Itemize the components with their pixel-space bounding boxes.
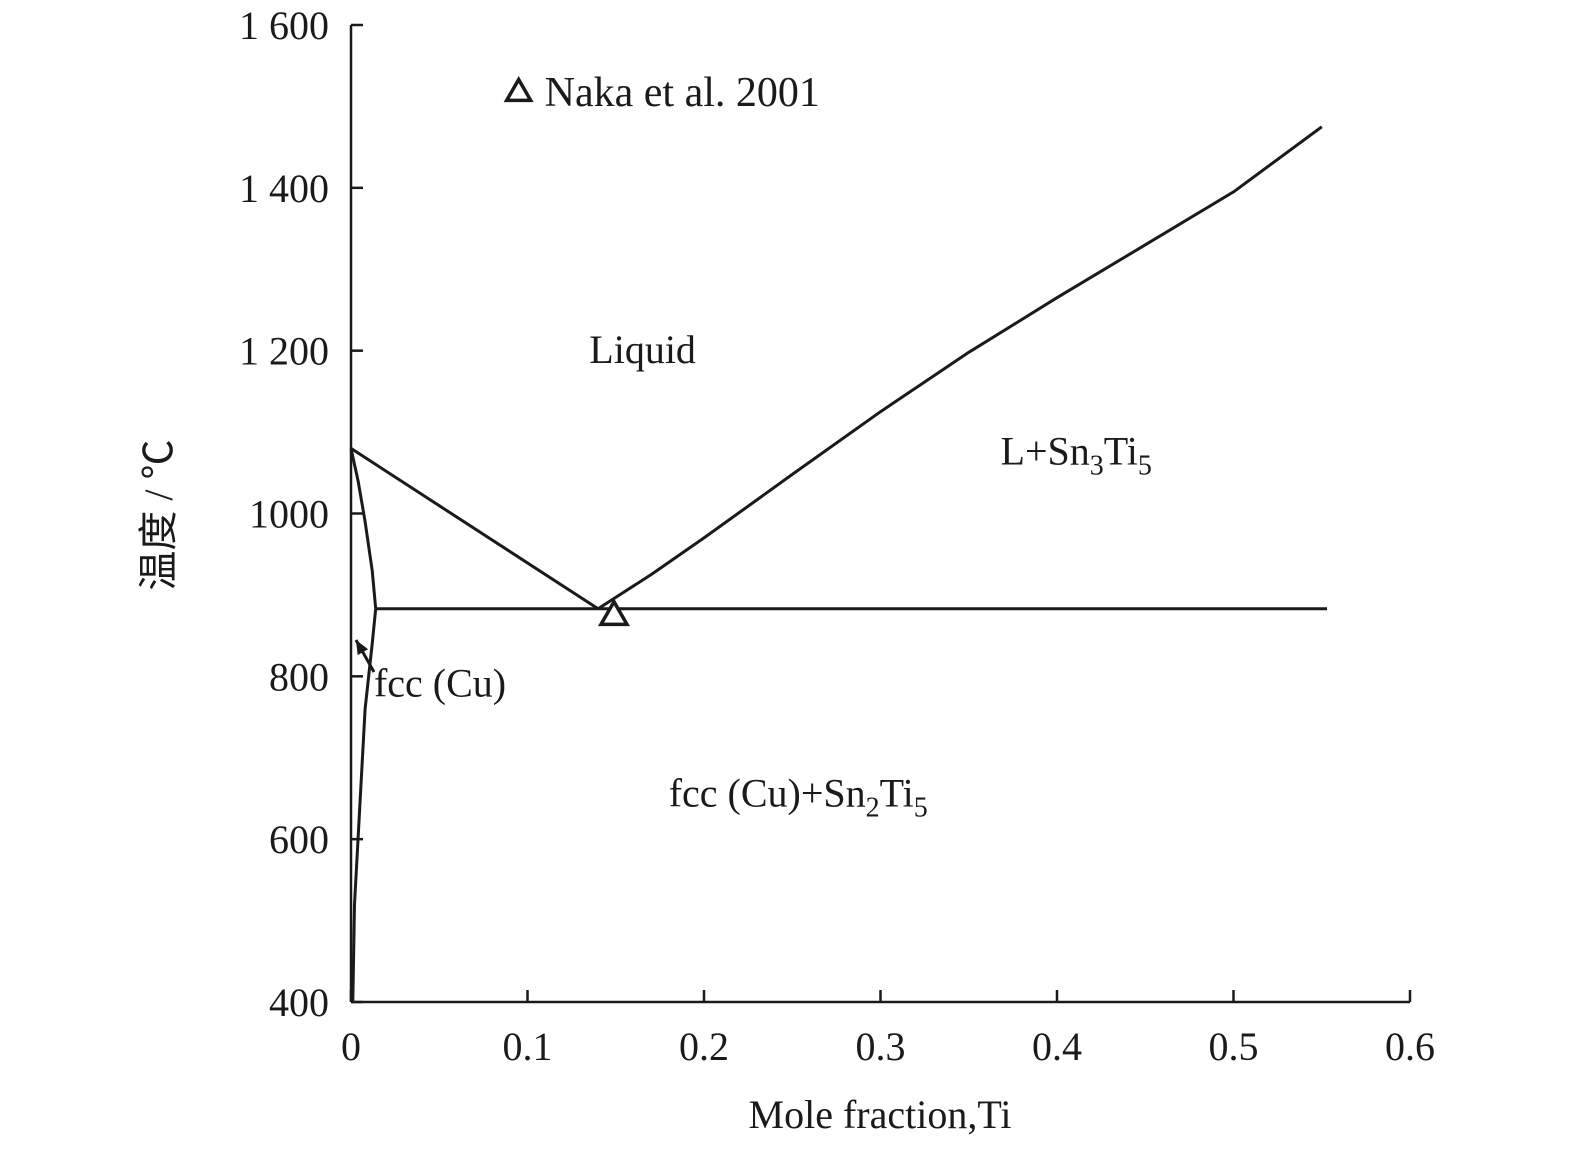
- region-label-fcc-cu: fcc (Cu): [374, 661, 506, 706]
- region-label-fcc-sn2ti5-sub1: 2: [866, 793, 880, 824]
- region-label-liquid: Liquid: [589, 327, 696, 372]
- region-label-fcc-sn2ti5-sub2: 5: [914, 793, 928, 824]
- y-tick-label: 800: [269, 654, 329, 699]
- region-label-l-sn3ti5-main: L+Sn: [1001, 429, 1090, 474]
- y-tick-label: 400: [269, 980, 329, 1025]
- y-tick-label: 1 200: [239, 329, 329, 374]
- x-tick-label: 0.6: [1385, 1024, 1435, 1069]
- y-tick-label: 1000: [249, 492, 329, 537]
- y-tick-label: 1 400: [239, 166, 329, 211]
- phase-boundary-line-2: [597, 125, 1323, 611]
- y-tick-label: 600: [269, 817, 329, 862]
- y-tick-label: 1 600: [239, 3, 329, 48]
- phase-boundary-line-4: [349, 448, 378, 609]
- region-label-l-sn3ti5-mid: Ti: [1104, 429, 1138, 474]
- x-tick-label: 0.2: [679, 1024, 729, 1069]
- triangle-marker: [597, 598, 631, 627]
- x-tick-label: 0.4: [1032, 1024, 1082, 1069]
- x-tick-label: 0: [341, 1024, 361, 1069]
- region-label-l-sn3ti5-sub1: 3: [1090, 451, 1104, 482]
- fcc-cu-arrow-head: [356, 640, 369, 656]
- axes: [349, 25, 1410, 1004]
- region-label-l-sn3ti5: L+Sn3Ti5: [1001, 429, 1152, 482]
- region-label-fcc-sn2ti5-main: fcc (Cu)+Sn: [669, 771, 866, 816]
- phase-boundary-line-1: [350, 447, 599, 611]
- data-markers: [597, 598, 631, 627]
- x-tick-label: 0.5: [1209, 1024, 1259, 1069]
- legend-triangle-marker: [503, 75, 534, 103]
- region-label-l-sn3ti5-sub2: 5: [1138, 451, 1152, 482]
- x-axis-title: Mole fraction,Ti: [749, 1092, 1012, 1137]
- ticks: 0 0.1 0.2 0.3 0.4 0.5 0.6 400 600 800 1000 1 200 1 4…: [239, 3, 1435, 1069]
- region-label-fcc-sn2ti5-mid: Ti: [880, 771, 914, 816]
- region-label-fcc-cu-sn2ti5: fcc (Cu)+Sn2Ti5: [669, 771, 928, 824]
- y-axis-title: 温度 / ℃: [136, 439, 181, 590]
- fcc-cu-arrow: [354, 639, 376, 673]
- legend-entry-naka-2001: Naka et al. 2001: [545, 70, 820, 116]
- phase-boundaries: [349, 125, 1327, 1003]
- legend: Naka et al. 2001: [503, 70, 820, 116]
- x-tick-label: 0.3: [856, 1024, 906, 1069]
- x-tick-label: 0.1: [503, 1024, 553, 1069]
- phase-boundary-line-5: [351, 608, 378, 1003]
